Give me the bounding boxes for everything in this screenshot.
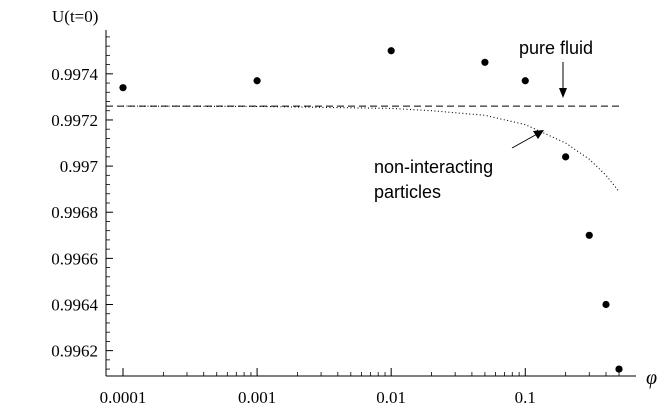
data-point	[615, 365, 623, 373]
pure-fluid-arrowhead	[559, 88, 567, 98]
data-point	[602, 300, 610, 309]
pure-fluid-label: pure fluid	[519, 38, 593, 58]
curves	[106, 105, 620, 192]
annotations: pure fluid non-interacting particles	[374, 38, 593, 202]
data-point	[481, 58, 489, 66]
data-point	[562, 153, 570, 161]
data-point	[521, 77, 529, 85]
x-tick-label: 0.1	[515, 388, 536, 407]
data-point	[585, 231, 593, 239]
y-tick-label: 0.997	[60, 157, 99, 176]
x-axis-title: φ	[646, 367, 657, 389]
data-points	[119, 47, 623, 373]
y-tick-label: 0.9972	[51, 111, 98, 130]
y-axis-title: U(t=0)	[52, 7, 98, 26]
non-interacting-arrowhead	[533, 130, 544, 139]
x-axis: 0.0001 0.001 0.01 0.1	[100, 368, 636, 407]
non-interacting-label-line1: non-interacting	[374, 157, 493, 177]
data-point	[253, 77, 261, 85]
non-interacting-label-line2: particles	[374, 182, 441, 202]
y-tick-label: 0.9962	[51, 342, 98, 361]
data-point	[387, 47, 395, 55]
x-tick-label: 0.0001	[100, 388, 147, 407]
y-tick-label: 0.9966	[51, 249, 98, 268]
non-interacting-arrow	[511, 132, 540, 149]
y-axis: 0.9962 0.9964 0.9966 0.9968 0.997 0.9972 0.997…	[51, 30, 113, 376]
data-point	[119, 84, 127, 92]
non-interacting-curve	[122, 105, 620, 192]
y-tick-label: 0.9974	[51, 65, 98, 84]
x-tick-label: 0.01	[376, 388, 406, 407]
y-tick-label: 0.9964	[51, 295, 98, 314]
y-tick-label: 0.9968	[51, 203, 98, 222]
x-tick-label: 0.001	[238, 388, 276, 407]
